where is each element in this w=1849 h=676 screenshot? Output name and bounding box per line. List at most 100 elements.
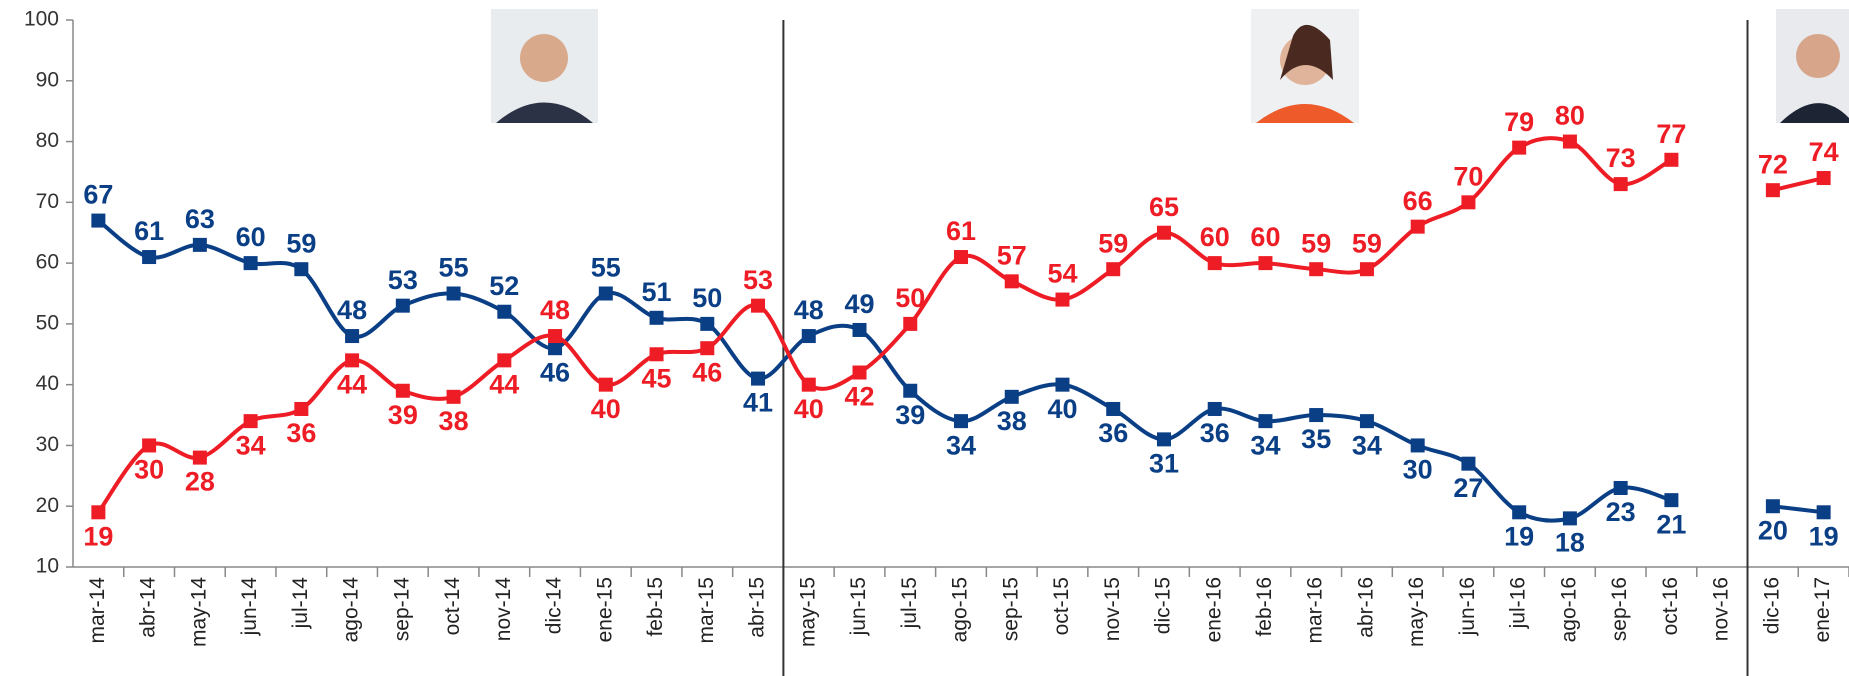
- marker: [1156, 432, 1171, 447]
- value-label: 77: [1656, 119, 1686, 149]
- marker: [1562, 134, 1577, 149]
- marker: [1055, 292, 1070, 307]
- y-tick-label: 60: [36, 251, 59, 274]
- marker: [548, 341, 563, 356]
- y-tick-label: 90: [36, 68, 59, 91]
- marker: [548, 329, 563, 344]
- marker: [142, 438, 157, 453]
- marker: [1613, 480, 1628, 495]
- x-tick-label: dic-15: [1152, 577, 1175, 634]
- marker: [801, 329, 816, 344]
- value-label: 42: [844, 382, 874, 412]
- series-line: [96, 136, 1673, 514]
- value-label: 55: [591, 253, 621, 283]
- x-tick-label: nov-16: [1710, 577, 1733, 641]
- marker: [395, 383, 410, 398]
- marker: [1816, 171, 1831, 186]
- value-label: 66: [1403, 186, 1433, 216]
- marker: [1562, 511, 1577, 526]
- marker: [1664, 152, 1679, 167]
- portrait-face: [520, 34, 568, 82]
- value-label: 70: [1453, 161, 1483, 191]
- value-label: 52: [489, 271, 519, 301]
- portrait-hair: [1280, 24, 1333, 80]
- value-label: 36: [286, 418, 316, 448]
- marker: [1156, 225, 1171, 240]
- marker: [91, 213, 106, 228]
- y-tick-label: 40: [36, 372, 59, 395]
- marker: [852, 322, 867, 337]
- x-tick-label: jun-15: [847, 577, 870, 636]
- value-label: 34: [1250, 430, 1280, 460]
- x-tick-label: nov-15: [1101, 577, 1124, 641]
- marker: [1004, 274, 1019, 289]
- marker: [751, 371, 766, 386]
- x-tick-label: abr-15: [746, 577, 769, 638]
- x-tick-label: ene-16: [1202, 577, 1225, 642]
- marker: [1207, 401, 1222, 416]
- value-label: 19: [1809, 521, 1839, 551]
- value-label: 61: [134, 216, 164, 246]
- x-tick-label: dic-16: [1760, 577, 1783, 634]
- value-label: 19: [1504, 521, 1534, 551]
- marker: [192, 450, 207, 465]
- marker: [1004, 389, 1019, 404]
- x-tick-label: abr-14: [137, 577, 160, 638]
- y-tick-label: 20: [36, 494, 59, 517]
- y-tick-label: 30: [36, 433, 59, 456]
- marker: [1258, 256, 1273, 271]
- value-label: 21: [1656, 509, 1686, 539]
- x-tick-label: nov-14: [492, 577, 515, 642]
- value-label: 44: [337, 369, 367, 399]
- marker: [1359, 414, 1374, 429]
- marker: [497, 353, 512, 368]
- x-tick-label: mar-16: [1304, 577, 1327, 644]
- marker: [852, 365, 867, 380]
- value-label: 28: [185, 467, 215, 497]
- x-tick-label: ago-16: [1557, 577, 1580, 642]
- marker: [142, 250, 157, 265]
- marker: [1055, 377, 1070, 392]
- value-label: 61: [946, 216, 976, 246]
- value-label: 19: [83, 521, 113, 551]
- value-label: 48: [337, 295, 367, 325]
- value-label: 74: [1809, 137, 1839, 167]
- value-label: 27: [1453, 473, 1483, 503]
- portrait-body: [1780, 103, 1849, 123]
- value-label: 40: [591, 394, 621, 424]
- value-label: 79: [1504, 107, 1534, 137]
- value-label: 63: [185, 204, 215, 234]
- marker: [243, 414, 258, 429]
- x-tick-label: jul-15: [898, 577, 921, 629]
- y-tick-label: 10: [36, 555, 59, 578]
- marker: [954, 250, 968, 265]
- value-label: 30: [134, 455, 164, 485]
- value-label: 60: [236, 222, 266, 252]
- value-label: 31: [1149, 448, 1179, 478]
- value-label: 40: [1047, 394, 1077, 424]
- marker: [1309, 408, 1324, 423]
- x-tick-label: feb-15: [644, 577, 667, 637]
- value-label: 49: [844, 289, 874, 319]
- x-tick-label: jul-16: [1507, 577, 1530, 629]
- value-label: 67: [83, 180, 113, 210]
- marker: [1765, 183, 1780, 198]
- marker: [903, 316, 918, 331]
- x-tick-label: sep-14: [390, 577, 413, 642]
- marker: [700, 341, 715, 356]
- marker: [1359, 262, 1374, 277]
- marker: [954, 414, 968, 429]
- x-tick-label: oct-14: [441, 577, 464, 636]
- marker: [395, 298, 410, 313]
- marker: [700, 316, 715, 331]
- marker: [243, 256, 258, 271]
- marker: [598, 286, 613, 301]
- value-label: 36: [1200, 418, 1230, 448]
- value-label: 45: [642, 363, 672, 393]
- marker: [801, 377, 816, 392]
- value-label: 44: [489, 369, 519, 399]
- marker: [294, 401, 309, 416]
- marker: [1461, 456, 1476, 471]
- value-label: 59: [1301, 228, 1331, 258]
- y-tick-label: 50: [36, 311, 59, 334]
